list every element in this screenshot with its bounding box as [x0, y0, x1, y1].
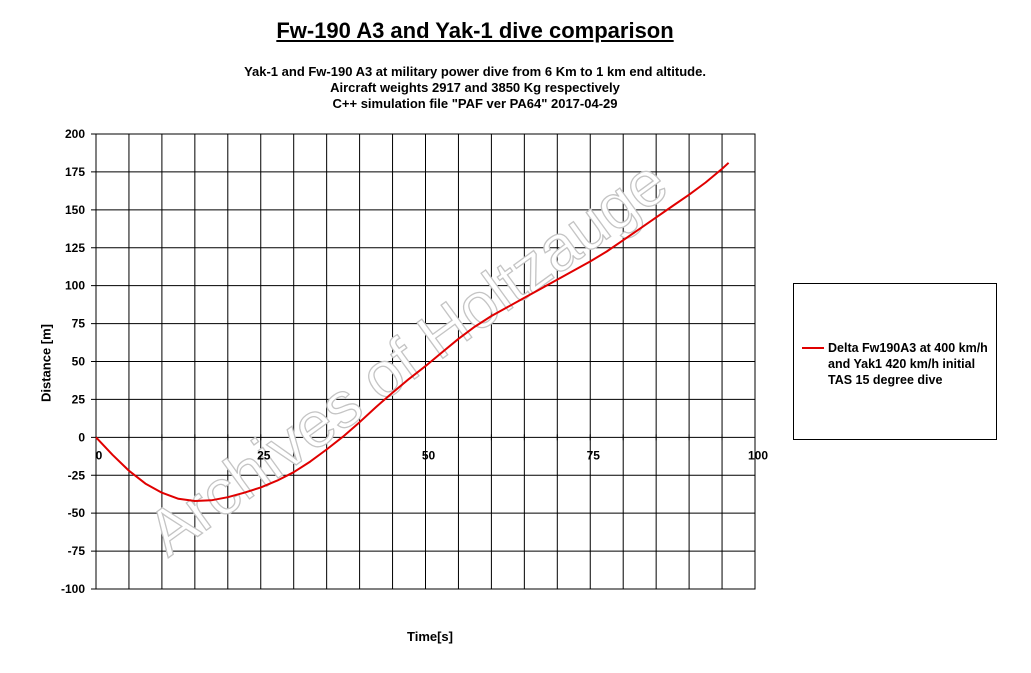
y-tick-label: 0	[78, 430, 85, 444]
legend: Delta Fw190A3 at 400 km/h and Yak1 420 k…	[793, 283, 997, 440]
x-tick-label: 75	[587, 448, 601, 462]
plot-area	[95, 162, 730, 502]
y-tick-label: 200	[65, 127, 85, 141]
y-tick-label: 25	[72, 392, 86, 406]
chart-subtitle-line-2: Aircraft weights 2917 and 3850 Kg respec…	[330, 80, 620, 95]
y-tick-label: -25	[68, 468, 86, 482]
y-tick-label: 175	[65, 165, 85, 179]
y-tick-label: 150	[65, 203, 85, 217]
x-tick-label: 100	[748, 448, 768, 462]
x-tick-label: 50	[422, 448, 436, 462]
y-tick-label: 75	[72, 317, 86, 331]
watermark: Archives of Holtzauge	[134, 145, 680, 569]
tick-labels: 200 175 150 125 100 75 50 25 0 -25 -50 -75 -100 0 25 50…	[61, 127, 768, 596]
y-tick-label: -50	[68, 506, 86, 520]
grid	[91, 133, 756, 590]
y-axis-label: Distance [m]	[38, 323, 54, 403]
plot-border	[95, 133, 756, 590]
y-tick-label: 100	[65, 279, 85, 293]
x-tick-label: 25	[257, 448, 271, 462]
x-axis-label: Time[s]	[407, 629, 453, 644]
y-tick-label: -75	[68, 544, 86, 558]
legend-label: Delta Fw190A3 at 400 km/h and Yak1 420 k…	[828, 341, 988, 387]
chart-subtitle-line-1: Yak-1 and Fw-190 A3 at military power di…	[244, 64, 706, 79]
chart-title: Fw-190 A3 and Yak-1 dive comparison	[276, 18, 674, 43]
chart-subtitle-line-3: C++ simulation file "PAF ver PA64" 2017-…	[332, 96, 618, 111]
y-tick-label: 50	[72, 355, 86, 369]
y-tick-label: -100	[61, 582, 85, 596]
legend-swatch	[802, 347, 824, 349]
y-tick-label: 125	[65, 241, 85, 255]
series-line	[95, 162, 730, 502]
x-tick-label: 0	[96, 448, 103, 462]
